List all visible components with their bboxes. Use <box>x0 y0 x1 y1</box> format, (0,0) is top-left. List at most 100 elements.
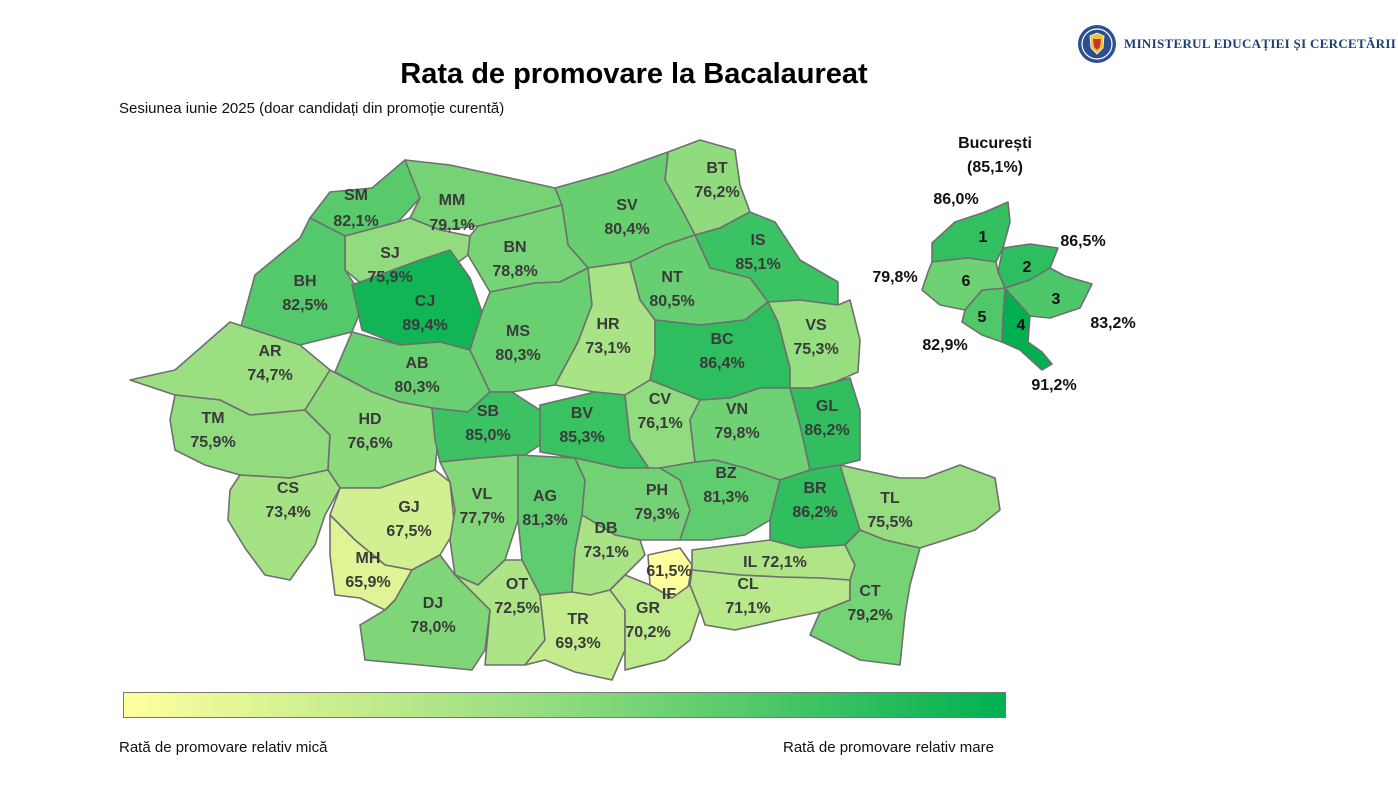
county-code-label: HR <box>596 316 620 333</box>
county-value-label: 85,3% <box>559 429 604 446</box>
sector-number-label: 6 <box>962 273 971 290</box>
county-value-label: 78,8% <box>492 263 537 280</box>
county-value-label: 81,3% <box>522 512 567 529</box>
bucharest-name: București <box>958 135 1032 152</box>
county-code-label: IS <box>750 232 765 249</box>
county-value-label: 75,9% <box>190 434 235 451</box>
county-bz[interactable] <box>659 459 781 541</box>
county-cs[interactable] <box>227 469 341 581</box>
sector-value-label: 79,8% <box>872 269 917 286</box>
ministry-logo: MINISTERUL EDUCAȚIEI ȘI CERCETĂRII <box>1076 24 1396 64</box>
county-code-label: GJ <box>398 499 419 516</box>
county-code-label: MS <box>506 323 530 340</box>
county-value-label: 79,1% <box>429 217 474 234</box>
sector-value-label: 83,2% <box>1090 315 1135 332</box>
county-value-label: 78,0% <box>410 619 455 636</box>
county-code-label: AB <box>405 355 428 372</box>
county-value-label: 85,0% <box>465 427 510 444</box>
sector-value-label: 91,2% <box>1031 377 1076 394</box>
county-value-label: 79,2% <box>847 607 892 624</box>
county-ct[interactable] <box>809 529 921 666</box>
county-value-label: 85,1% <box>735 256 780 273</box>
county-code-label: SM <box>344 187 368 204</box>
county-code-label: DJ <box>423 595 443 612</box>
county-value-label: 76,2% <box>694 184 739 201</box>
county-value-label: 73,1% <box>585 340 630 357</box>
legend-low-label: Rată de promovare relativ mică <box>119 739 328 756</box>
county-code-label: VL <box>472 486 493 503</box>
bucharest-total: (85,1%) <box>966 159 1024 176</box>
county-value-label: 75,9% <box>367 269 412 286</box>
sector-number-label: 1 <box>979 229 988 246</box>
county-code-label: PH <box>646 482 668 499</box>
county-value-label: 79,3% <box>634 506 679 523</box>
ministry-seal-icon <box>1078 25 1116 63</box>
county-value-label: 72,5% <box>494 600 539 617</box>
sector-value-label: 82,9% <box>922 337 967 354</box>
county-code-label: GL <box>816 398 838 415</box>
county-value-label: 65,9% <box>345 574 390 591</box>
bucharest-sector-6[interactable] <box>921 257 1006 311</box>
county-value-label: 80,5% <box>649 293 694 310</box>
county-code-label: CJ <box>415 293 435 310</box>
county-code-label: AG <box>533 488 557 505</box>
county-code-label: TM <box>201 410 224 427</box>
county-gl[interactable] <box>789 377 861 471</box>
county-value-label: 89,4% <box>402 317 447 334</box>
county-code-label: GR <box>636 600 660 617</box>
county-code-label: IL <box>743 554 761 571</box>
county-code-label: VS <box>805 317 827 334</box>
county-code-label: VN <box>726 401 748 418</box>
county-code-label: OT <box>506 576 528 593</box>
county-value-label: 77,7% <box>459 510 504 527</box>
county-value-label: 86,4% <box>699 355 744 372</box>
county-value-label: 69,3% <box>555 635 600 652</box>
county-value-label: 80,3% <box>495 347 540 364</box>
ministry-name: MINISTERUL EDUCAȚIEI ȘI CERCETĂRII <box>1124 36 1397 51</box>
county-code-label: BN <box>503 239 526 256</box>
county-code-label: AR <box>258 343 282 360</box>
county-code-label: SJ <box>380 245 400 262</box>
county-value-label: 82,1% <box>333 213 378 230</box>
county-code-label: BV <box>571 405 594 422</box>
county-code-label: MH <box>356 550 381 567</box>
county-code-label: CS <box>277 480 300 497</box>
county-value-label: 80,3% <box>394 379 439 396</box>
map-title: Rata de promovare la Bacalaureat <box>400 58 868 90</box>
county-value-label: 75,5% <box>867 514 912 531</box>
sector-number-label: 2 <box>1023 259 1032 276</box>
county-value-label: 73,4% <box>265 504 310 521</box>
bucharest-sector-1[interactable] <box>931 201 1011 263</box>
county-value-label: 75,3% <box>793 341 838 358</box>
county-value-label: 81,3% <box>703 489 748 506</box>
county-value-label: 61,5% <box>646 563 691 580</box>
bucharest-sector-3[interactable] <box>1004 267 1093 319</box>
county-code-label: TL <box>880 490 900 507</box>
county-value-label: 80,4% <box>604 221 649 238</box>
county-value-label: 86,2% <box>792 504 837 521</box>
county-value-label: 79,8% <box>714 425 759 442</box>
county-value-label: 82,5% <box>282 297 327 314</box>
county-value-label: 73,1% <box>583 544 628 561</box>
county-value-label: 74,7% <box>247 367 292 384</box>
county-code-label: BR <box>803 480 827 497</box>
county-code-label: IF <box>662 586 676 603</box>
county-value-label: 71,1% <box>725 600 770 617</box>
county-code-label: TR <box>567 611 589 628</box>
county-code-label: BC <box>710 331 734 348</box>
county-value-label: 67,5% <box>386 523 431 540</box>
sector-value-label: 86,5% <box>1060 233 1105 250</box>
sector-number-label: 5 <box>978 309 987 326</box>
sector-number-label: 4 <box>1017 317 1026 334</box>
county-code-label: BT <box>706 160 728 177</box>
county-code-label: BZ <box>715 465 737 482</box>
county-code-label: HD <box>358 411 381 428</box>
county-vs[interactable] <box>767 299 861 389</box>
sector-value-label: 86,0% <box>933 191 978 208</box>
bucharest-title: București (85,1%) <box>940 132 1050 180</box>
county-tr[interactable] <box>524 589 626 681</box>
county-value-label: 76,6% <box>347 435 392 452</box>
county-label-inline: IL 72,1% <box>743 554 807 571</box>
county-value-label: 70,2% <box>625 624 670 641</box>
county-value-label: 86,2% <box>804 422 849 439</box>
